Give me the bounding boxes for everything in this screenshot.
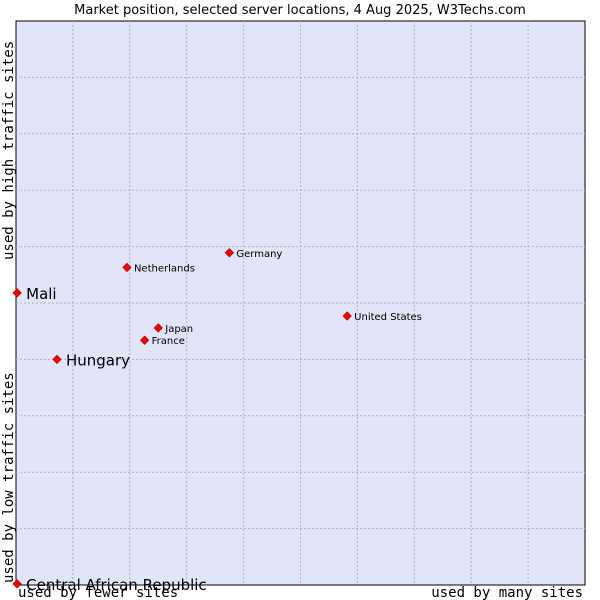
- point-united-states: United States: [342, 311, 422, 323]
- chart-title: Market position, selected server locatio…: [74, 3, 526, 18]
- point-marker: [224, 248, 234, 258]
- point-label: Netherlands: [134, 263, 195, 274]
- x-axis-label-right: used by many sites: [431, 585, 583, 600]
- point-japan: Japan: [153, 323, 193, 335]
- point-label: Central African Republic: [26, 576, 207, 594]
- y-axis-label-top: used by high traffic sites: [1, 41, 17, 260]
- point-label: France: [152, 336, 185, 347]
- point-germany: Germany: [224, 248, 282, 260]
- point-label: Hungary: [66, 351, 130, 369]
- y-axis-label-bottom: used by low traffic sites: [1, 372, 17, 583]
- point-marker: [122, 262, 132, 273]
- point-label: Mali: [26, 285, 56, 303]
- point-central-african-republic: Central African Republic: [12, 576, 207, 594]
- grid-lines: [16, 21, 585, 585]
- point-marker: [12, 579, 22, 589]
- point-hungary: Hungary: [52, 351, 130, 369]
- point-label: United States: [354, 312, 422, 323]
- point-netherlands: Netherlands: [122, 262, 195, 274]
- point-marker: [153, 323, 163, 333]
- x-axis-label-left: used by fewer sites: [18, 585, 178, 600]
- point-france: France: [139, 335, 185, 347]
- point-marker: [139, 335, 150, 345]
- data-points: United States Germany Netherlands JapanFran…: [12, 248, 422, 594]
- point-marker: [52, 354, 62, 365]
- point-label: Japan: [164, 324, 193, 335]
- point-label: Germany: [236, 249, 282, 260]
- point-marker: [12, 288, 22, 298]
- point-mali: Mali: [12, 285, 57, 303]
- point-marker: [342, 311, 352, 321]
